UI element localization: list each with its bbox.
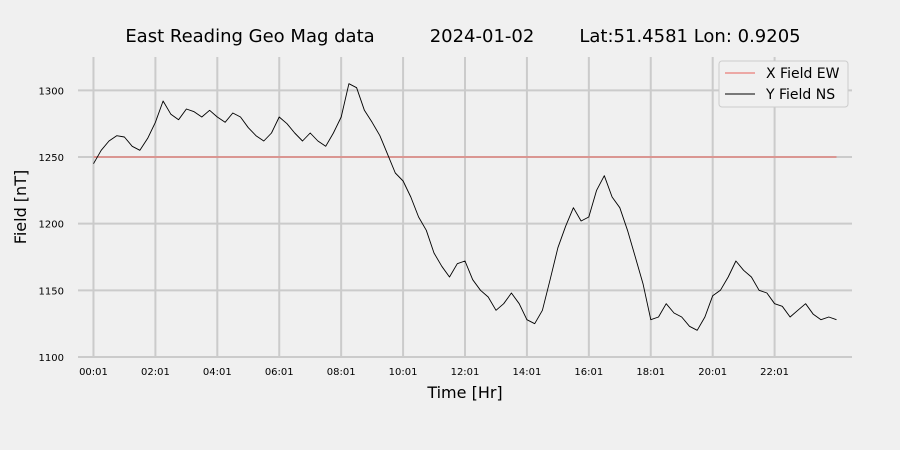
title-location: Lat:51.4581 Lon: 0.9205 bbox=[579, 26, 800, 47]
y-tick-label: 1200 bbox=[39, 220, 64, 231]
x-tick-label: 08:01 bbox=[327, 367, 356, 378]
title-date: 2024-01-02 bbox=[430, 26, 535, 47]
x-tick-label: 20:01 bbox=[698, 367, 727, 378]
x-tick-label: 14:01 bbox=[513, 367, 542, 378]
x-tick-label: 18:01 bbox=[636, 367, 665, 378]
legend-label-y-field-ns: Y Field NS bbox=[765, 87, 835, 103]
x-tick-label: 00:01 bbox=[79, 367, 108, 378]
x-tick-label: 06:01 bbox=[265, 367, 294, 378]
y-axis-label: Field [nT] bbox=[11, 170, 30, 244]
x-tick-label: 10:01 bbox=[389, 367, 418, 378]
y-tick-label: 1150 bbox=[39, 286, 64, 297]
y-tick-label: 1300 bbox=[39, 86, 64, 97]
chart-title: East Reading Geo Mag data 2024-01-02 Lat… bbox=[125, 26, 800, 47]
series-line-y-field-ns bbox=[93, 83, 837, 331]
legend-label-x-field-ew: X Field EW bbox=[766, 66, 840, 82]
title-station: East Reading Geo Mag data bbox=[125, 26, 374, 47]
x-axis-label: Time [Hr] bbox=[426, 383, 502, 402]
x-tick-label: 04:01 bbox=[203, 367, 232, 378]
x-tick-label: 22:01 bbox=[760, 367, 789, 378]
x-tick-label: 12:01 bbox=[451, 367, 480, 378]
series-layer bbox=[93, 83, 837, 331]
legend: X Field EW Y Field NS bbox=[718, 60, 849, 108]
x-tick-label: 16:01 bbox=[574, 367, 603, 378]
y-tick-label: 1250 bbox=[39, 153, 64, 164]
y-axis-ticks: 1100 1150 1200 1250 1300 bbox=[39, 86, 64, 364]
y-tick-label: 1100 bbox=[39, 353, 64, 364]
x-tick-label: 02:01 bbox=[141, 367, 170, 378]
x-axis-ticks: 00:01 02:01 04:01 06:01 08:01 10:01 12:01 14:01… bbox=[79, 367, 789, 378]
